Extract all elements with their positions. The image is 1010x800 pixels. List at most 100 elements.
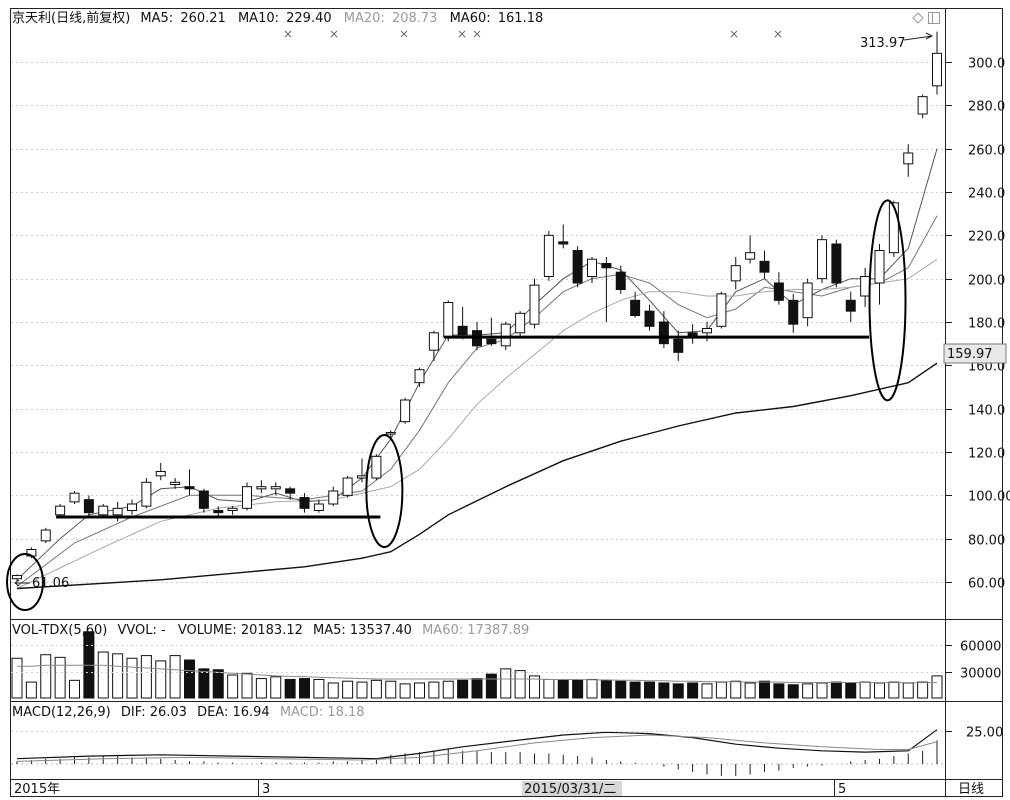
candle — [529, 278, 540, 329]
candle — [802, 278, 813, 327]
macd-axis-ticks: 25.00 — [11, 726, 1003, 741]
volume-bar — [787, 684, 799, 699]
candle-body — [558, 241, 569, 245]
event-marker — [730, 30, 738, 38]
candle-body — [543, 234, 554, 277]
candle-body — [414, 369, 425, 384]
volume-bar — [658, 682, 670, 699]
volume-bar — [414, 682, 425, 699]
xaxis-label-march: 3 — [262, 782, 270, 797]
volume-bar — [672, 683, 684, 699]
price-tick-label: 260.0 — [968, 144, 1005, 159]
candle — [127, 499, 137, 515]
diamond-icon[interactable] — [912, 12, 924, 24]
volume-bar — [830, 681, 842, 699]
candle-body — [98, 505, 109, 516]
candle-body — [141, 481, 152, 507]
candle-body — [745, 252, 756, 260]
ma20-line — [16, 258, 938, 589]
volume-bar — [615, 680, 627, 699]
moving-average-lines — [16, 148, 938, 590]
candle-body — [845, 299, 856, 312]
event-marker — [458, 30, 466, 38]
candle-body — [242, 486, 252, 509]
volume-bar — [471, 678, 483, 699]
ma20-value: 208.73 — [392, 11, 438, 26]
volume-bar — [299, 678, 310, 699]
candle — [443, 300, 454, 342]
volume-bar — [687, 682, 699, 699]
candle — [170, 478, 181, 489]
candle-body — [529, 284, 540, 325]
candle-body — [788, 299, 799, 325]
candle-body — [40, 529, 51, 542]
volume-bar — [54, 656, 66, 699]
volume-ma60-value: MA60: 17387.89 — [422, 623, 529, 638]
price-tick-label: 240.0 — [968, 187, 1005, 202]
candle — [285, 486, 296, 500]
panel-controls[interactable] — [912, 12, 940, 24]
vvol-value: VVOL: - — [118, 623, 167, 638]
candle — [759, 250, 770, 279]
price-tick-label: 80.00 — [968, 534, 1005, 549]
volume-bar — [370, 679, 382, 699]
candle — [730, 257, 741, 290]
chart-frame — [10, 8, 1003, 797]
candle — [932, 31, 942, 95]
price-tick-label: 200.0 — [968, 274, 1005, 289]
candle — [299, 493, 310, 513]
volume-bar — [845, 682, 857, 699]
candle — [184, 469, 195, 496]
candle-body — [644, 310, 655, 327]
event-marker — [330, 30, 338, 38]
maximize-icon[interactable] — [928, 12, 940, 24]
candle — [486, 317, 497, 346]
candle-body — [112, 507, 123, 516]
period-button[interactable]: 日线 — [958, 782, 984, 797]
volume-bar — [428, 681, 440, 699]
candle — [860, 267, 871, 307]
volume-bar — [40, 654, 52, 699]
candle — [745, 235, 756, 264]
peak-arrow — [903, 32, 934, 41]
volume-bar — [442, 680, 454, 699]
candle-body — [658, 321, 669, 345]
event-marker — [284, 30, 292, 38]
candle-body — [572, 250, 583, 284]
ma10-label: MA10: — [238, 11, 279, 26]
volume-bar — [917, 681, 929, 699]
candle-body — [500, 323, 511, 347]
candle-body — [357, 475, 367, 479]
xaxis-label-year: 2015年 — [14, 782, 60, 797]
candle — [601, 257, 612, 322]
candle-body — [457, 325, 468, 336]
candle — [256, 480, 267, 494]
event-marker — [400, 30, 408, 38]
highlight-ellipse — [868, 199, 907, 402]
volume-bar — [184, 659, 195, 699]
candle-body — [630, 299, 641, 317]
volume-bar — [227, 674, 239, 699]
volume-ma60-line — [17, 664, 937, 684]
candle-body — [486, 338, 497, 345]
candle — [155, 462, 166, 481]
volume-bar — [11, 657, 23, 699]
candle — [673, 330, 684, 361]
candle — [903, 144, 914, 177]
ma10-line — [16, 215, 938, 587]
candle-body — [285, 488, 296, 494]
volume-bar — [485, 673, 497, 699]
candle — [874, 244, 885, 305]
candle-body — [860, 276, 871, 297]
candle — [515, 311, 526, 338]
candle-body — [615, 271, 626, 290]
candle — [40, 527, 51, 543]
volume-bar — [701, 683, 713, 699]
ma20-label: MA20: — [344, 11, 385, 26]
candle-body — [12, 575, 22, 580]
candlestick-series — [12, 31, 942, 581]
price-axis-ticks: 60.0080.00100.00120.0140.0160.0180.0200.… — [945, 57, 1010, 592]
volume-bar — [69, 679, 80, 699]
volume-bar — [313, 678, 325, 699]
candle-body — [127, 503, 137, 511]
